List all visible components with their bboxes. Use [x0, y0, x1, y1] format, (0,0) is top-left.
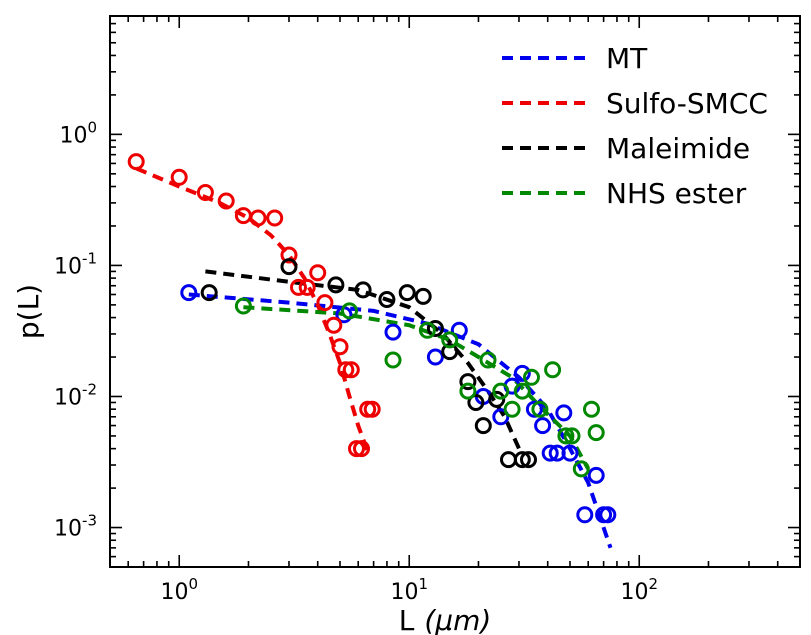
legend: MT Sulfo-SMCC Maleimide NHS ester: [502, 42, 768, 210]
data-point-maleimide: [474, 417, 492, 435]
data-point-nhs-ester: [234, 297, 252, 315]
data-point-mt: [587, 466, 605, 484]
x-tick-label: 102: [620, 575, 658, 605]
data-point-sulfo-smcc: [348, 440, 365, 458]
data-point-nhs-ester: [503, 400, 521, 418]
data-point-sulfo-smcc: [342, 361, 360, 379]
data-point-maleimide: [426, 320, 444, 337]
data-point-mt: [599, 506, 617, 524]
y-axis-label: p(L): [12, 284, 45, 339]
data-point-nhs-ester: [441, 331, 459, 349]
data-point-mt: [513, 364, 531, 382]
data-point-maleimide: [459, 373, 477, 391]
data-point-nhs-ester: [531, 400, 549, 418]
data-point-sulfo-smcc: [309, 264, 327, 282]
data-point-mt: [450, 321, 468, 339]
data-point-sulfo-smcc: [325, 316, 343, 334]
y-tick-label: 10-1: [54, 249, 97, 279]
data-point-nhs-ester: [341, 302, 358, 320]
data-point-maleimide: [441, 343, 459, 361]
fit-line-maleimide: [205, 269, 521, 450]
data-point-sulfo-smcc: [337, 361, 355, 379]
data-point-sulfo-smcc: [316, 294, 334, 312]
data-point-maleimide: [200, 284, 218, 302]
data-point-maleimide: [513, 451, 531, 469]
data-point-nhs-ester: [587, 424, 605, 442]
data-point-nhs-ester: [563, 427, 581, 445]
data-point-maleimide: [280, 258, 298, 276]
data-point-maleimide: [500, 451, 517, 469]
data-point-sulfo-smcc: [363, 400, 381, 418]
data-point-mt: [534, 417, 552, 435]
data-point-sulfo-smcc: [127, 153, 145, 171]
y-tick-label: 10-2: [54, 380, 97, 410]
data-point-nhs-ester: [544, 361, 562, 379]
x-tick-label: 100: [160, 575, 198, 605]
data-point-sulfo-smcc: [217, 192, 235, 210]
data-point-maleimide: [398, 284, 416, 302]
fit-line-nhs-ester: [243, 305, 590, 470]
data-point-mt: [384, 323, 402, 341]
y-tick-label: 100: [59, 118, 97, 148]
data-point-nhs-ester: [384, 351, 402, 369]
axis-ticks: [109, 15, 801, 568]
data-point-mt: [525, 400, 543, 418]
data-point-mt: [426, 348, 444, 366]
data-point-mt: [576, 506, 594, 524]
data-point-sulfo-smcc: [196, 184, 214, 201]
data-point-sulfo-smcc: [280, 246, 298, 264]
data-point-sulfo-smcc: [170, 168, 188, 186]
legend-label-sulfo-smcc: Sulfo-SMCC: [606, 87, 768, 120]
data-point-nhs-ester: [492, 382, 510, 400]
data-point-mt: [561, 444, 579, 462]
data-point-maleimide: [467, 394, 485, 411]
data-point-maleimide: [378, 291, 396, 308]
data-point-nhs-ester: [513, 382, 531, 400]
data-point-sulfo-smcc: [249, 209, 267, 227]
data-point-sulfo-smcc: [331, 338, 349, 356]
data-point-sulfo-smcc: [290, 278, 307, 296]
legend-label-mt: MT: [606, 42, 648, 75]
data-point-maleimide: [488, 390, 506, 408]
x-axis-label: L (μm): [399, 604, 492, 635]
data-point-sulfo-smcc: [298, 278, 316, 296]
data-point-maleimide: [414, 287, 432, 305]
data-points: [127, 153, 617, 524]
data-point-nhs-ester: [583, 400, 600, 418]
legend-label-nhs-ester: NHS ester: [606, 177, 747, 210]
data-point-nhs-ester: [459, 382, 477, 400]
data-point-nhs-ester: [523, 368, 540, 386]
legend-label-maleimide: Maleimide: [606, 132, 750, 165]
data-point-sulfo-smcc: [353, 440, 370, 458]
data-point-sulfo-smcc: [266, 209, 284, 227]
y-tick-label: 10-3: [54, 512, 97, 542]
data-point-mt: [541, 444, 559, 462]
data-point-mt: [492, 408, 510, 426]
data-point-mt: [555, 404, 573, 422]
fit-line-mt: [188, 292, 613, 549]
data-point-mt: [180, 284, 198, 302]
data-point-maleimide: [520, 451, 537, 469]
fit-lines: [135, 166, 613, 549]
data-point-nhs-ester: [418, 321, 436, 339]
data-point-maleimide: [354, 281, 372, 299]
x-tick-label: 101: [390, 575, 428, 605]
data-point-nhs-ester: [572, 460, 590, 478]
data-point-nhs-ester: [479, 351, 497, 369]
fit-line-sulfo-smcc: [135, 166, 370, 453]
plot-frame: [109, 15, 801, 568]
data-point-nhs-ester: [557, 427, 575, 445]
data-point-maleimide: [327, 276, 345, 294]
